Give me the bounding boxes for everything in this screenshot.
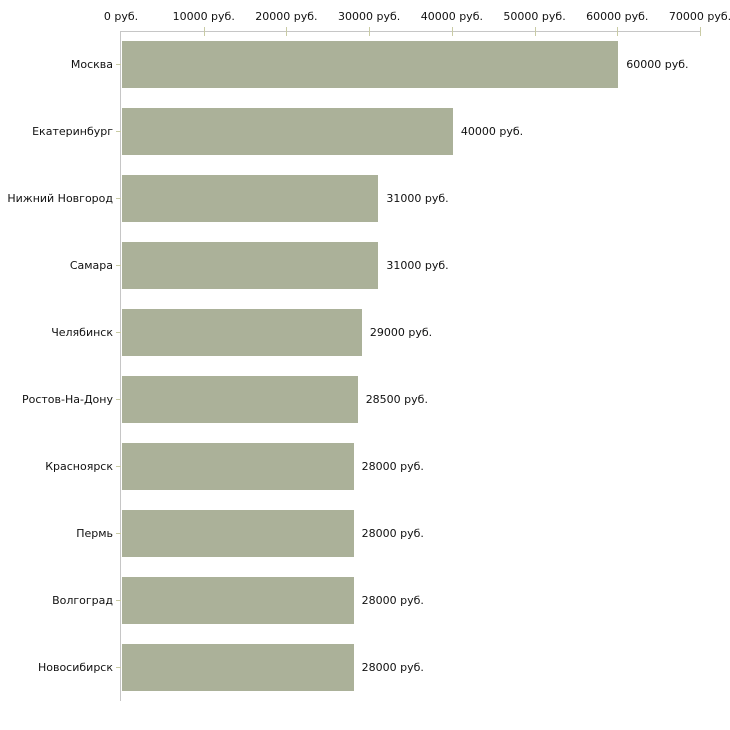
y-axis-tick-mark xyxy=(116,399,121,400)
category-label: Красноярск xyxy=(45,460,113,473)
bar-row: Самара 31000 руб. xyxy=(70,232,700,299)
x-axis-tick-mark xyxy=(286,27,288,36)
y-axis-tick-mark xyxy=(116,466,121,467)
bar-row: Пермь 28000 руб. xyxy=(76,500,700,567)
bar-row: Красноярск 28000 руб. xyxy=(45,433,700,500)
value-label: 28000 руб. xyxy=(361,661,424,674)
category-label: Новосибирск xyxy=(37,661,113,674)
bar xyxy=(122,644,354,691)
x-axis-tick-label: 30000 руб. xyxy=(338,10,401,23)
x-axis-tick-label: 60000 руб. xyxy=(586,10,649,23)
value-label: 28000 руб. xyxy=(361,460,424,473)
category-label: Москва xyxy=(70,58,113,71)
value-label: 40000 руб. xyxy=(460,125,524,138)
y-axis-tick-mark xyxy=(116,198,121,199)
value-label: 60000 руб. xyxy=(626,58,689,71)
bar-row: Новосибирск 28000 руб. xyxy=(38,634,700,701)
category-label: Пермь xyxy=(76,527,113,540)
x-axis-tick-mark xyxy=(700,27,701,36)
x-axis-tick-label: 10000 руб. xyxy=(172,10,235,23)
x-axis-line xyxy=(120,31,701,32)
y-axis-tick-mark xyxy=(116,533,121,534)
bar xyxy=(122,510,354,557)
bar xyxy=(122,443,354,490)
category-label: Челябинск xyxy=(51,326,113,339)
bar-row: Москва 60000 руб. xyxy=(71,31,700,98)
x-axis-tick-mark xyxy=(451,27,453,36)
x-axis-tick-mark xyxy=(203,27,205,36)
value-label: 31000 руб. xyxy=(386,259,449,272)
bar xyxy=(122,41,619,88)
value-label: 28500 руб. xyxy=(365,393,428,406)
bar-row: Волгоград 28000 руб. xyxy=(52,567,700,634)
bar xyxy=(122,309,362,356)
category-label: Самара xyxy=(69,259,113,272)
x-axis-tick-mark xyxy=(534,27,536,36)
x-axis-tick-mark xyxy=(369,27,371,36)
y-axis-tick-mark xyxy=(116,667,121,668)
x-axis-tick-label: 70000 руб. xyxy=(668,10,730,23)
bar xyxy=(122,376,358,423)
value-label: 28000 руб. xyxy=(361,527,424,540)
value-label: 31000 руб. xyxy=(386,192,449,205)
x-axis-tick-mark xyxy=(617,27,619,36)
bar xyxy=(122,577,354,624)
category-label: Нижний Новгород xyxy=(7,192,113,205)
y-axis-tick-mark xyxy=(116,600,121,601)
y-axis-tick-mark xyxy=(116,265,121,266)
y-axis-tick-mark xyxy=(116,131,121,132)
x-axis-tick-label: 0 руб. xyxy=(103,10,139,23)
bar xyxy=(122,242,379,289)
category-label: Волгоград xyxy=(52,594,113,607)
category-label: Ростов-На-Дону xyxy=(21,393,113,406)
bar-row: Челябинск 29000 руб. xyxy=(51,299,700,366)
value-label: 29000 руб. xyxy=(369,326,433,339)
bar xyxy=(122,175,379,222)
y-axis-tick-mark xyxy=(116,64,121,65)
bar-row: Нижний Новгород 31000 руб. xyxy=(7,165,700,232)
category-label: Екатеринбург xyxy=(32,125,113,138)
x-axis-tick-label: 50000 руб. xyxy=(503,10,566,23)
y-axis-line xyxy=(120,31,121,701)
x-axis-tick-label: 20000 руб. xyxy=(255,10,318,23)
x-axis-tick-label: 40000 руб. xyxy=(420,10,483,23)
bar-row: Екатеринбург 40000 руб. xyxy=(32,98,700,165)
bar xyxy=(122,108,453,155)
bar-row: Ростов-На-Дону 28500 руб. xyxy=(22,366,700,433)
y-axis-tick-mark xyxy=(116,332,121,333)
value-label: 28000 руб. xyxy=(361,594,424,607)
